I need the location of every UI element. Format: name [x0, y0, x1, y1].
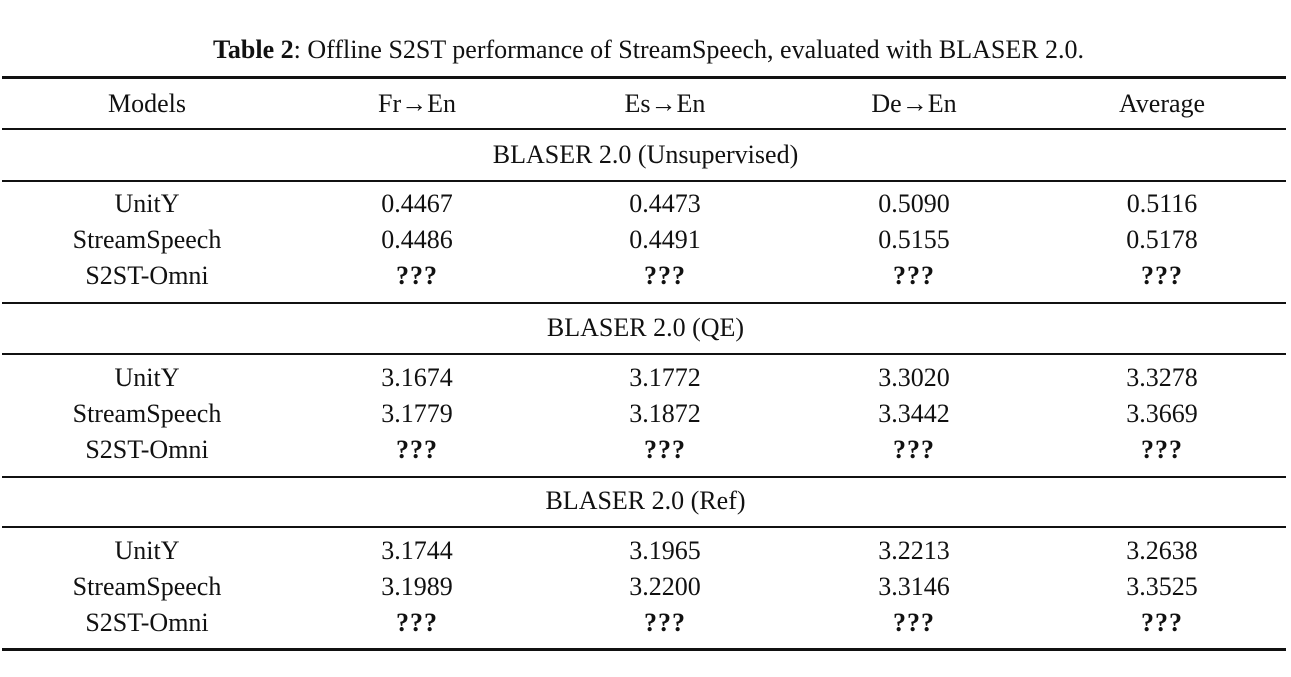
value-cell: 3.1674	[381, 363, 453, 392]
value-cell: 0.4467	[381, 189, 453, 218]
section-rule	[2, 476, 1286, 478]
model-name: S2ST-Omni	[85, 261, 209, 290]
value-cell: 0.5178	[1126, 225, 1198, 254]
table-row: StreamSpeech 3.1779 3.1872 3.3442 3.3669	[0, 396, 1291, 432]
value-cell: ???	[1141, 608, 1183, 637]
value-cell: ???	[396, 435, 438, 464]
value-cell: 0.4491	[629, 225, 701, 254]
table-row: S2ST-Omni ??? ??? ??? ???	[0, 605, 1291, 641]
value-cell: ???	[644, 261, 686, 290]
value-cell: 3.1779	[381, 399, 453, 428]
value-cell: 3.1965	[629, 536, 701, 565]
value-cell: ???	[1141, 261, 1183, 290]
value-cell: 3.1772	[629, 363, 701, 392]
table-row: UnitY 3.1744 3.1965 3.2213 3.2638	[0, 533, 1291, 569]
table-row: S2ST-Omni ??? ??? ??? ???	[0, 258, 1291, 294]
section-rule	[2, 526, 1286, 528]
value-cell: 3.1989	[381, 572, 453, 601]
value-cell: 3.1872	[629, 399, 701, 428]
table-row: StreamSpeech 3.1989 3.2200 3.3146 3.3525	[0, 569, 1291, 605]
table-bottom-rule	[2, 648, 1286, 651]
header-models: Models	[108, 89, 186, 118]
value-cell: ???	[893, 435, 935, 464]
value-cell: 3.3278	[1126, 363, 1198, 392]
model-name: StreamSpeech	[72, 572, 222, 601]
table-row: StreamSpeech 0.4486 0.4491 0.5155 0.5178	[0, 222, 1291, 258]
table-row: UnitY 3.1674 3.1772 3.3020 3.3278	[0, 360, 1291, 396]
header-fr-en: Fr→En	[378, 89, 456, 118]
table-top-rule	[2, 76, 1286, 79]
value-cell: ???	[644, 435, 686, 464]
header-es-en: Es→En	[624, 89, 706, 118]
value-cell: 3.2638	[1126, 536, 1198, 565]
model-name: UnitY	[114, 536, 180, 565]
value-cell: 3.3525	[1126, 572, 1198, 601]
model-name: UnitY	[114, 189, 180, 218]
value-cell: ???	[396, 261, 438, 290]
value-cell: 0.4486	[381, 225, 453, 254]
value-cell: 3.3146	[878, 572, 950, 601]
value-cell: 3.3669	[1126, 399, 1198, 428]
table-row: UnitY 0.4467 0.4473 0.5090 0.5116	[0, 186, 1291, 222]
header-de-en: De→En	[871, 89, 957, 118]
section-rule	[2, 180, 1286, 182]
table-caption: Table 2: Offline S2ST performance of Str…	[0, 32, 1291, 68]
section-rule	[2, 302, 1286, 304]
value-cell: 3.3020	[878, 363, 950, 392]
section-title-unsupervised: BLASER 2.0 (Unsupervised)	[492, 140, 799, 169]
model-name: UnitY	[114, 363, 180, 392]
value-cell: 3.1744	[381, 536, 453, 565]
table-header-row: Models Fr→En Es→En De→En Average	[0, 86, 1291, 122]
value-cell: 3.3442	[878, 399, 950, 428]
section-rule	[2, 353, 1286, 355]
model-name: StreamSpeech	[72, 225, 222, 254]
header-rule	[2, 128, 1286, 130]
value-cell: 0.4473	[629, 189, 701, 218]
model-name: S2ST-Omni	[85, 608, 209, 637]
table-caption-label: Table 2	[212, 35, 294, 64]
value-cell: 3.2213	[878, 536, 950, 565]
value-cell: 0.5116	[1126, 189, 1198, 218]
value-cell: ???	[893, 608, 935, 637]
section-title-qe: BLASER 2.0 (QE)	[546, 313, 745, 342]
model-name: StreamSpeech	[72, 399, 222, 428]
value-cell: ???	[893, 261, 935, 290]
value-cell: 3.2200	[629, 572, 701, 601]
table-caption-text: : Offline S2ST performance of StreamSpee…	[293, 35, 1085, 64]
section-title-ref: BLASER 2.0 (Ref)	[545, 486, 746, 515]
model-name: S2ST-Omni	[85, 435, 209, 464]
value-cell: ???	[1141, 435, 1183, 464]
table-row: S2ST-Omni ??? ??? ??? ???	[0, 432, 1291, 468]
header-average: Average	[1118, 89, 1206, 118]
value-cell: ???	[644, 608, 686, 637]
value-cell: ???	[396, 608, 438, 637]
value-cell: 0.5090	[878, 189, 950, 218]
value-cell: 0.5155	[878, 225, 950, 254]
